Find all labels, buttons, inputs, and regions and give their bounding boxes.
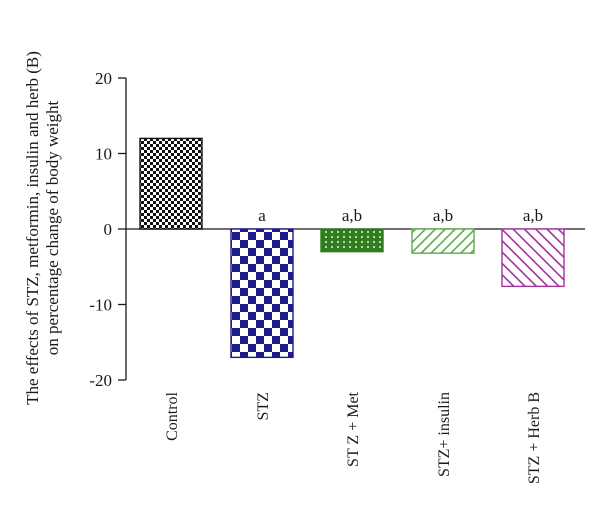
category-label-stz-herb-b: STZ + Herb B <box>526 392 543 484</box>
y-tick-label: 20 <box>95 69 112 88</box>
bar-stz-met <box>320 228 384 253</box>
bars <box>139 137 565 359</box>
bar-annotation-stz-herb-b: a,b <box>523 206 543 225</box>
bar-stz-insulin <box>411 228 475 254</box>
category-label-stz-met: ST Z + Met <box>345 391 362 467</box>
category-label-control: Control <box>164 391 181 440</box>
category-label-stz-insulin: STZ+ insulin <box>436 392 453 477</box>
y-tick-label: 0 <box>104 220 113 239</box>
y-ticks: 20 10 0 -10 -20 <box>89 69 126 390</box>
bar-stz-herb-b <box>501 228 565 288</box>
bar-annotation-stz-insulin: a,b <box>433 206 453 225</box>
y-axis-title: The effects of STZ, metformin, insulin a… <box>23 51 62 405</box>
y-tick-label: -10 <box>89 296 112 315</box>
bar-control <box>139 137 203 230</box>
bar-annotations: a a,b a,b a,b <box>258 206 543 225</box>
category-labels: Control STZ ST Z + Met STZ+ insulin STZ + He… <box>164 391 543 484</box>
bar-annotation-stz-met: a,b <box>342 206 362 225</box>
bar-annotation-stz: a <box>258 206 266 225</box>
y-tick-label: 10 <box>95 145 112 164</box>
bar-stz <box>230 228 294 359</box>
y-axis-title-line2: on percentage change of body weight <box>43 101 62 356</box>
category-label-stz: STZ <box>255 392 272 420</box>
y-tick-label: -20 <box>89 371 112 390</box>
y-axis-title-line1: The effects of STZ, metformin, insulin a… <box>23 51 42 405</box>
